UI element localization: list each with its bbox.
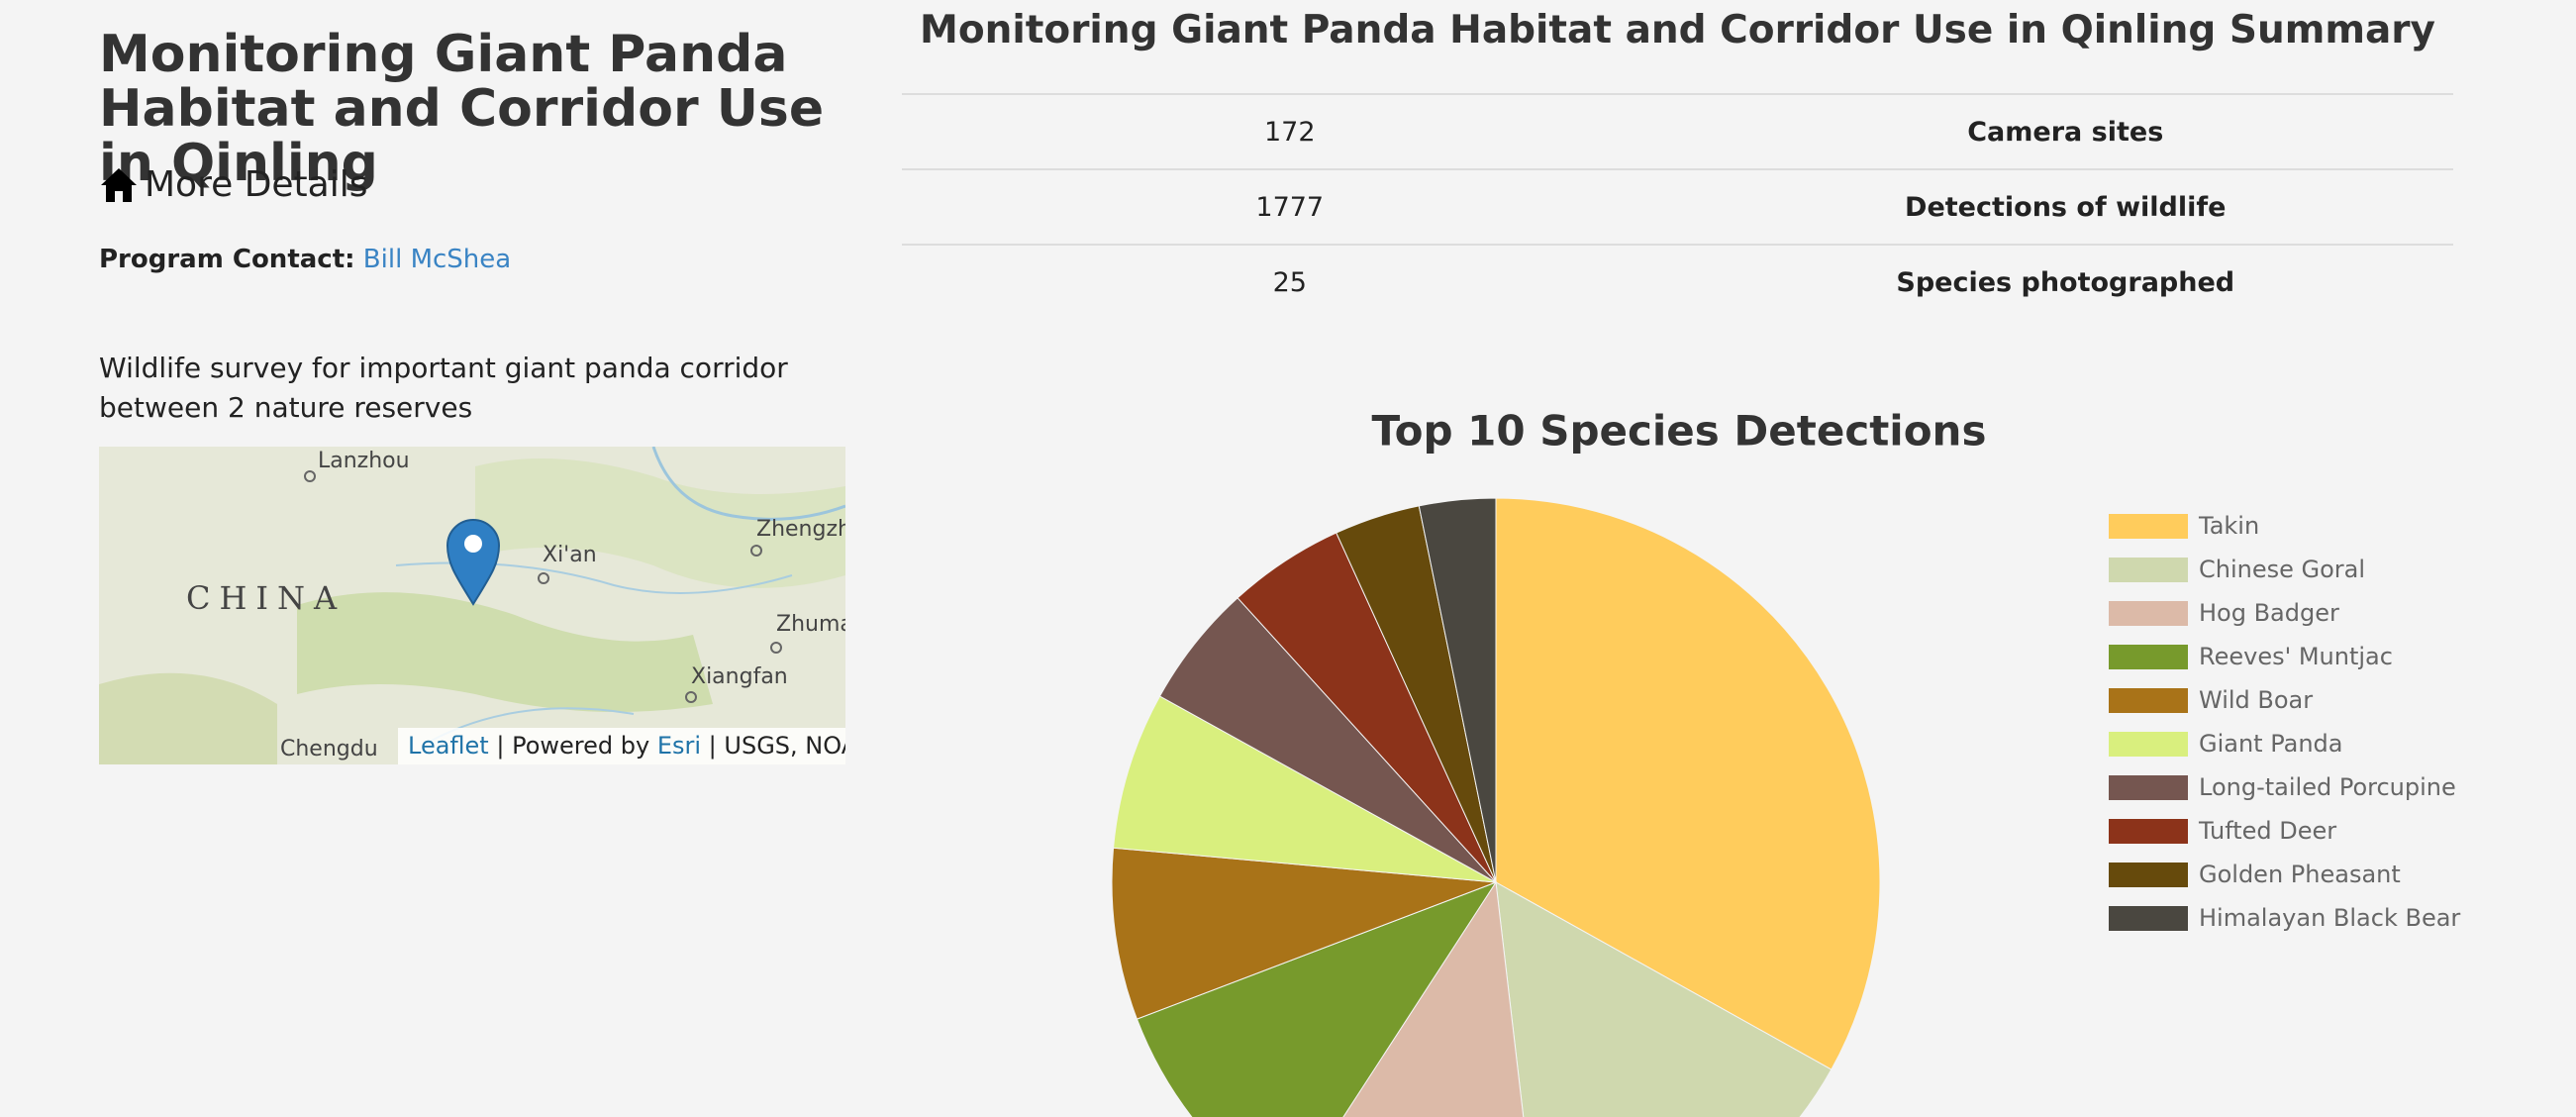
legend-swatch [2109, 558, 2188, 582]
summary-row: 172 Camera sites [902, 93, 2453, 169]
legend-swatch [2109, 732, 2188, 757]
summary-table: 172 Camera sites 1777 Detections of wildlif… [902, 93, 2453, 319]
legend-swatch [2109, 775, 2188, 800]
map-label: Zhengzh [756, 517, 845, 542]
summary-row: 25 Species photographed [902, 244, 2453, 319]
legend-label: Long-tailed Porcupine [2199, 773, 2456, 801]
attribution-text: | Powered by [496, 732, 650, 760]
attribution-link[interactable]: Leaflet [408, 732, 489, 760]
details-text[interactable]: More Details [145, 164, 368, 205]
contact-name[interactable]: Bill McShea [362, 245, 512, 274]
map-label: Chengdu [280, 737, 378, 762]
legend-label: Chinese Goral [2199, 556, 2365, 583]
legend-swatch [2109, 645, 2188, 669]
contact: Program Contact: Bill McShea [99, 245, 511, 274]
map-label: Xi'an [543, 543, 597, 567]
pie-chart: Top 10 Species Detections Takin Chinese G… [1111, 407, 2460, 1117]
map[interactable]: Lanzhou Xi'an Zhengzh Zhuma Xiangfan Che… [99, 447, 845, 764]
legend-label: Tufted Deer [2198, 817, 2336, 845]
summary-title: Monitoring Giant Panda Habitat and Corri… [920, 8, 2435, 52]
summary-label: Detections of wildlife [1677, 168, 2453, 245]
page-title: Monitoring Giant Panda Habitat and Corri… [99, 25, 825, 193]
pie-slice [1136, 880, 1498, 1117]
pie-slice [1495, 497, 1881, 1070]
legend-label: Takin [2198, 512, 2259, 540]
map-label: Lanzhou [318, 449, 410, 473]
details-link[interactable]: More Details [99, 164, 368, 205]
legend-swatch [2109, 601, 2188, 626]
summary-value: 25 [902, 244, 1678, 319]
map-attribution: Leaflet | Powered by Esri | USGS, NOAA [398, 728, 845, 764]
chart-title: Top 10 Species Detections [1372, 407, 1987, 456]
legend-label: Golden Pheasant [2199, 861, 2401, 888]
pie-slice [1418, 497, 1497, 883]
pie-slice [1113, 695, 1497, 883]
summary-value: 172 [902, 93, 1678, 169]
legend-swatch [2109, 514, 2188, 539]
map-label: Zhuma [776, 612, 845, 637]
legend-swatch [2109, 863, 2188, 887]
legend-label: Himalayan Black Bear [2199, 904, 2460, 932]
pie-slice [1495, 881, 1833, 1117]
legend-label: Wild Boar [2199, 686, 2313, 714]
map-label: Xiangfan [691, 664, 788, 689]
map-base [99, 447, 845, 764]
legend-swatch [2109, 819, 2188, 844]
summary-row: 1777 Detections of wildlife [902, 168, 2453, 245]
pie-slice [1111, 847, 1497, 1020]
summary-label: Species photographed [1677, 244, 2453, 319]
contact-label: Program Contact: [99, 245, 355, 274]
pie-slice [1342, 880, 1525, 1117]
legend-swatch [2109, 688, 2188, 713]
legend-label: Reeves' Muntjac [2199, 643, 2393, 670]
legend-label: Hog Badger [2199, 599, 2339, 627]
attribution-link[interactable]: Esri [656, 732, 702, 760]
home-icon [101, 167, 137, 202]
map-label: CHINA [186, 579, 347, 617]
attribution-text: | USGS, NOAA [708, 732, 845, 760]
description: Wildlife survey for important giant pand… [99, 352, 788, 424]
summary-label: Camera sites [1677, 93, 2453, 169]
legend-label: Giant Panda [2199, 730, 2342, 758]
legend-swatch [2109, 906, 2188, 931]
summary-value: 1777 [902, 168, 1678, 245]
